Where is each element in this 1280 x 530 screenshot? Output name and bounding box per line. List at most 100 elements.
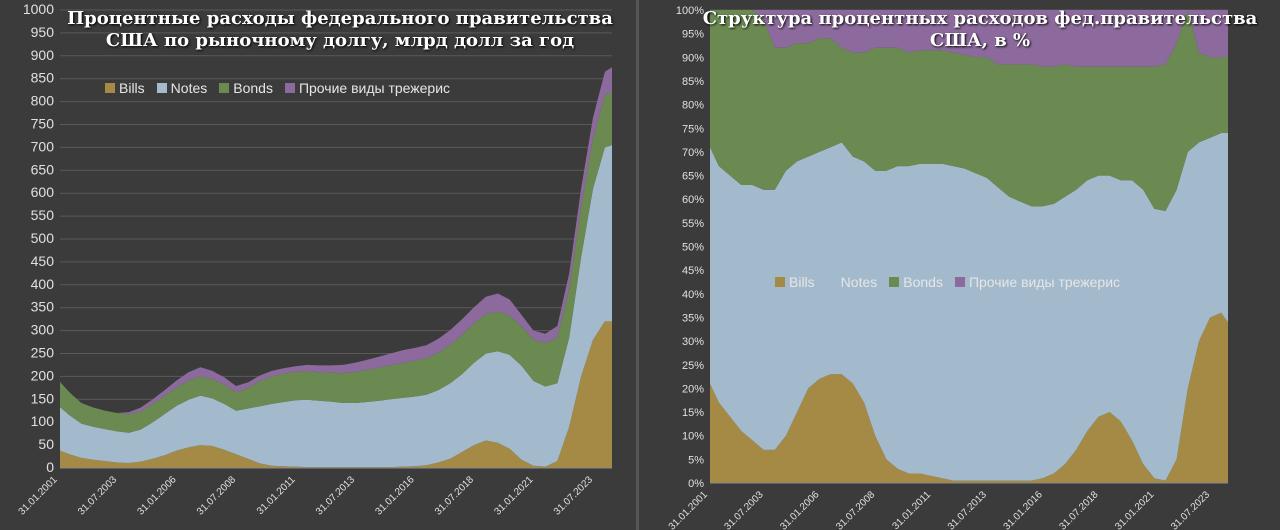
x-tick-label: 31.07.2023 (1169, 489, 1212, 530)
legend-item-other: Прочие виды трежерис (954, 274, 1121, 290)
left-chart-legend: Bills Notes Bonds Прочие виды трежерис (105, 80, 450, 96)
y-tick-label: 90% (682, 52, 704, 64)
legend-item-bonds: Bonds (219, 80, 273, 96)
y-tick-label: 550 (31, 207, 55, 223)
x-tick-label: 31.07.2013 (314, 474, 357, 517)
y-tick-label: 95% (682, 29, 704, 41)
legend-item-bonds: Bonds (889, 274, 943, 290)
y-tick-label: 80% (682, 100, 704, 112)
y-tick-label: 0% (688, 478, 704, 490)
right-chart-legend: Bills Notes Bonds Прочие виды трежерис (775, 274, 1120, 290)
legend-label-notes: Notes (170, 80, 208, 96)
y-tick-label: 150 (31, 390, 55, 406)
y-tick-label: 50% (682, 242, 704, 254)
legend-swatch-other (284, 83, 295, 93)
left-chart-title-line2: США по рыночному долгу, млрд долл за год (105, 30, 575, 51)
legend-swatch-bonds (219, 83, 230, 93)
x-tick-label: 31.07.2018 (433, 474, 476, 517)
y-tick-label: 85% (682, 76, 704, 88)
legend-swatch-bills (775, 277, 785, 287)
x-tick-label: 31.01.2011 (255, 474, 298, 517)
y-tick-label: 100 (31, 413, 55, 429)
area-notes (60, 145, 612, 468)
y-tick-label: 700 (31, 138, 55, 154)
y-tick-label: 750 (31, 116, 55, 132)
x-tick-label: 31.07.2018 (1057, 489, 1100, 530)
legend-swatch-other (954, 277, 965, 287)
x-tick-label: 31.01.2006 (136, 474, 179, 517)
legend-item-notes: Notes (826, 274, 878, 290)
x-tick-label: 31.07.2003 (76, 474, 119, 517)
y-tick-label: 900 (31, 47, 55, 63)
legend-label-notes: Notes (840, 274, 878, 290)
y-tick-label: 950 (31, 24, 55, 40)
y-tick-label: 350 (31, 299, 55, 315)
y-tick-label: 800 (31, 93, 55, 109)
left-chart-title-line1: Процентные расходы федерального правител… (67, 8, 613, 29)
legend-swatch-bills (105, 83, 115, 93)
y-tick-label: 50 (38, 436, 54, 452)
y-tick-label: 60% (682, 194, 704, 206)
y-tick-label: 20% (682, 383, 704, 395)
y-tick-label: 500 (31, 230, 55, 246)
y-tick-label: 55% (682, 218, 704, 230)
y-tick-label: 450 (31, 253, 55, 269)
x-tick-label: 31.07.2008 (195, 474, 238, 517)
y-tick-label: 35% (682, 312, 704, 324)
y-tick-label: 15% (682, 407, 704, 419)
x-tick-label: 31.01.2001 (17, 474, 60, 517)
x-tick-label: 31.07.2008 (834, 489, 877, 530)
y-tick-label: 10% (682, 431, 704, 443)
y-tick-label: 75% (682, 123, 704, 135)
x-tick-label: 31.01.2001 (667, 489, 710, 530)
right-chart-title-line2: США, в % (929, 30, 1031, 51)
right-chart-panel: 0% 5% 10% 15% 20% 25% 30% 35% 40% 45% 50% 55% 60% 65%… (640, 0, 1280, 530)
legend-item-bills: Bills (105, 80, 145, 96)
y-tick-label: 45% (682, 265, 704, 277)
y-tick-label: 70% (682, 147, 704, 159)
legend-item-bills: Bills (775, 274, 815, 290)
right-chart-svg: 0% 5% 10% 15% 20% 25% 30% 35% 40% 45% 50% 55% 60% 65%… (667, 5, 1228, 530)
x-tick-label: 31.07.2003 (723, 489, 766, 530)
y-tick-label: 25% (682, 360, 704, 372)
left-chart-title: Процентные расходы федерального правител… (60, 8, 620, 52)
y-tick-label: 300 (31, 322, 55, 338)
y-tick-label: 65% (682, 171, 704, 183)
y-tick-label: 100% (676, 5, 704, 17)
legend-label-bills: Bills (119, 80, 145, 96)
area-bonds (710, 10, 1228, 211)
x-tick-label: 31.07.2023 (552, 474, 595, 517)
legend-label-bonds: Bonds (903, 274, 943, 290)
legend-label-bonds: Bonds (233, 80, 273, 96)
area-bills (710, 312, 1228, 483)
area-notes (710, 133, 1228, 481)
legend-label-bills: Bills (789, 274, 815, 290)
legend-item-other: Прочие виды трежерис (284, 80, 451, 96)
x-tick-label: 31.01.2021 (1113, 489, 1156, 530)
right-chart-title: Структура процентных расходов фед.правит… (700, 8, 1260, 52)
x-tick-label: 31.01.2006 (778, 489, 821, 530)
right-chart-title-line1: Структура процентных расходов фед.правит… (702, 8, 1258, 29)
x-tick-label: 31.01.2016 (1002, 489, 1045, 530)
y-tick-label: 650 (31, 161, 55, 177)
area-other (710, 10, 1228, 67)
panel-divider (636, 0, 639, 530)
y-tick-label: 0 (46, 459, 54, 475)
x-tick-label: 31.01.2016 (373, 474, 416, 517)
legend-label-other: Прочие виды трежерис (298, 80, 451, 96)
y-tick-label: 600 (31, 184, 55, 200)
x-tick-label: 31.07.2013 (946, 489, 989, 530)
legend-swatch-notes (826, 277, 837, 287)
legend-swatch-bonds (889, 277, 900, 287)
legend-item-notes: Notes (156, 80, 208, 96)
y-tick-label: 400 (31, 276, 55, 292)
y-tick-label: 850 (31, 70, 55, 86)
y-tick-label: 5% (688, 454, 704, 466)
x-tick-label: 31.01.2021 (492, 474, 535, 517)
legend-label-other: Прочие виды трежерис (968, 274, 1121, 290)
left-chart-svg: 0 50 100 150 200 250 300 350 400 450 500 550 600 650 7… (17, 1, 612, 518)
y-tick-label: 1000 (23, 1, 54, 17)
area-bonds (60, 92, 612, 433)
left-chart-panel: 0 50 100 150 200 250 300 350 400 450 500 550 600 650 7… (0, 0, 635, 530)
y-tick-label: 200 (31, 367, 55, 383)
